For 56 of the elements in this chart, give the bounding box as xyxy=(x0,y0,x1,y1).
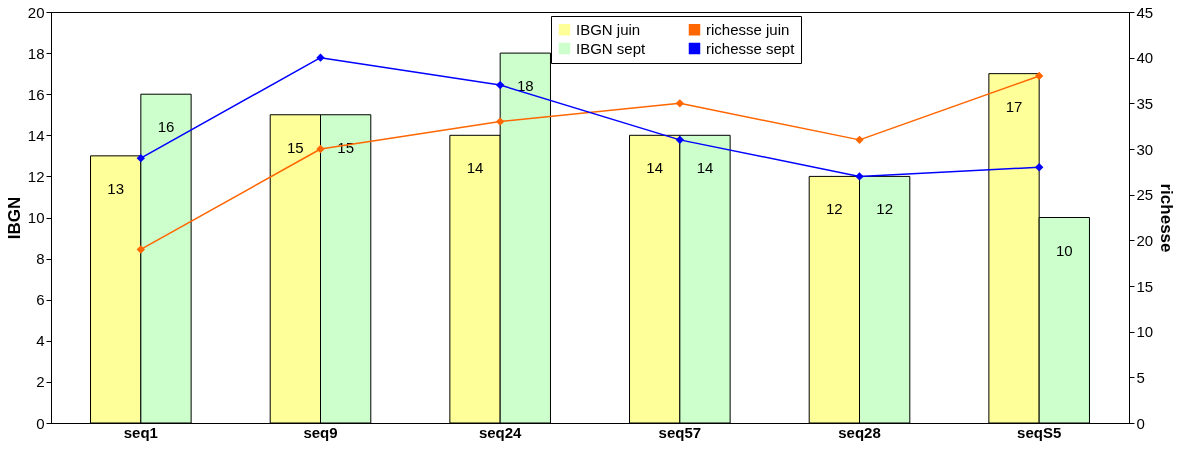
y-axis-title: IBGN xyxy=(4,196,24,240)
y-tick-label: 12 xyxy=(27,167,45,185)
y-tick-label: 0 xyxy=(36,414,45,432)
y2-tick-label: 10 xyxy=(1136,323,1154,341)
data-label: 14 xyxy=(646,159,664,177)
data-label: 13 xyxy=(107,179,125,197)
point xyxy=(1034,71,1044,81)
point xyxy=(855,172,864,181)
point xyxy=(675,135,685,145)
y2-axis-title: richesse xyxy=(1157,183,1177,253)
data-label: 16 xyxy=(157,118,175,136)
point xyxy=(316,53,325,62)
y2-tick-label: 20 xyxy=(1136,231,1154,249)
point xyxy=(136,245,146,254)
point xyxy=(495,117,505,126)
data-label: 17 xyxy=(1005,97,1023,115)
x-tick-label: seq1 xyxy=(123,423,158,441)
y2-tick-label: 15 xyxy=(1136,277,1154,295)
y2-tick-label: 5 xyxy=(1136,368,1145,386)
y2-tick-label: 35 xyxy=(1136,94,1154,112)
y-tick-label: 14 xyxy=(27,126,45,144)
x-tick-label: seq9 xyxy=(303,423,338,441)
y-tick-label: 16 xyxy=(27,85,45,103)
point xyxy=(675,99,685,108)
data-label: 14 xyxy=(466,159,484,177)
y-tick-label: 18 xyxy=(27,44,45,62)
data-label: 12 xyxy=(826,200,843,218)
x-tick-label: seq57 xyxy=(658,423,702,441)
point xyxy=(1034,163,1044,172)
point xyxy=(316,144,325,154)
legend-label: richesse juin xyxy=(706,20,790,38)
data-label: 15 xyxy=(287,138,304,156)
y-tick-label: 2 xyxy=(36,373,45,391)
legend-label: richesse sept xyxy=(706,39,796,57)
x-tick-label: seqS5 xyxy=(1017,423,1062,441)
legend-label: IBGN juin xyxy=(576,20,641,38)
y-tick-label: 6 xyxy=(36,291,45,309)
y-tick-label: 8 xyxy=(36,250,45,268)
data-label: 18 xyxy=(516,77,534,95)
x-tick-label: seq24 xyxy=(478,423,523,441)
legend-label: IBGN sept xyxy=(576,39,647,57)
data-label: 14 xyxy=(696,159,714,177)
y2-tick-label: 40 xyxy=(1136,49,1154,67)
x-tick-label: seq28 xyxy=(838,423,881,441)
point xyxy=(855,135,864,145)
y-tick-label: 4 xyxy=(36,332,45,350)
y2-tick-label: 30 xyxy=(1136,140,1154,158)
data-label: 12 xyxy=(876,200,893,218)
y-tick-label: 20 xyxy=(27,3,45,21)
y2-tick-label: 25 xyxy=(1136,186,1154,204)
point xyxy=(495,80,505,90)
y-tick-label: 10 xyxy=(27,209,45,226)
y2-tick-label: 0 xyxy=(1136,414,1145,432)
data-label: 10 xyxy=(1055,241,1073,259)
point xyxy=(136,153,146,163)
y2-tick-label: 45 xyxy=(1136,3,1154,21)
